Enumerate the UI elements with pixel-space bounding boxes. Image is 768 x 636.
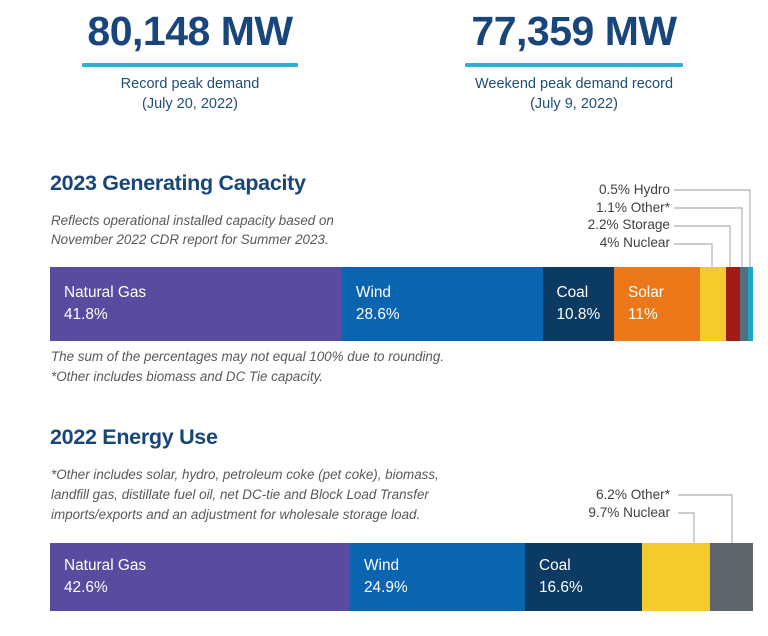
segment-label-group: Wind 24.9% bbox=[350, 555, 525, 599]
energy-segment-wind[interactable]: Wind 24.9% bbox=[350, 543, 525, 611]
segment-percent: 24.9% bbox=[364, 579, 408, 596]
capacity-segment-wind[interactable]: Wind 28.6% bbox=[341, 267, 543, 341]
stat-label-line1: Record peak demand bbox=[120, 76, 260, 93]
segment-percent: 42.6% bbox=[64, 579, 108, 596]
energy-segment-other[interactable]: Other* 6.2% bbox=[710, 543, 753, 611]
segment-label-group: Wind 28.6% bbox=[342, 282, 543, 326]
energy-segment-natural-gas[interactable]: Natural Gas 42.6% bbox=[50, 543, 350, 611]
energy-segment-coal[interactable]: Coal 16.6% bbox=[525, 543, 642, 611]
stat-record-peak-demand: 80,148 MW Record peak demand (July 20, 2… bbox=[0, 0, 380, 130]
segment-percent: 16.6% bbox=[539, 579, 583, 596]
energy-segment-nuclear[interactable]: Nuclear 9.7% bbox=[642, 543, 710, 611]
capacity-footnote-line1: The sum of the percentages may not equal… bbox=[51, 349, 445, 364]
segment-name: Wind bbox=[355, 284, 391, 302]
stat-label-line2: (July 9, 2022) bbox=[530, 96, 618, 113]
segment-name: Wind bbox=[364, 557, 400, 575]
energy-stacked-bar: Natural Gas 42.6% Wind 24.9% Coal 16.6% … bbox=[50, 543, 753, 611]
segment-label-group: Natural Gas 42.6% bbox=[50, 555, 350, 599]
energy-section-title: 2022 Energy Use bbox=[50, 425, 218, 449]
stat-label-line1: Weekend peak demand record bbox=[474, 76, 674, 93]
stat-accent-rule bbox=[465, 63, 683, 68]
segment-name: Coal bbox=[556, 284, 589, 302]
segment-name: Natural Gas bbox=[64, 557, 147, 575]
capacity-segment-other[interactable]: Other* 1.1% bbox=[740, 267, 749, 341]
stat-weekend-peak-demand: 77,359 MW Weekend peak demand record (Ju… bbox=[380, 0, 768, 130]
segment-percent: 11% bbox=[627, 306, 658, 323]
energy-leader-lines bbox=[676, 490, 768, 546]
segment-name: Coal bbox=[539, 557, 571, 575]
segment-name: Natural Gas bbox=[64, 284, 147, 302]
capacity-callout-nuclear: 4% Nuclear bbox=[599, 235, 670, 251]
capacity-section-note-line2: November 2022 CDR report for Summer 2023… bbox=[51, 232, 329, 247]
energy-callout-labels: 6.2% Other* 9.7% Nuclear bbox=[400, 486, 670, 521]
energy-section-note-line1: *Other includes solar, hydro, petroleum … bbox=[51, 467, 439, 482]
capacity-callout-storage: 2.2% Storage bbox=[587, 217, 670, 233]
capacity-callout-other: 1.1% Other* bbox=[595, 199, 670, 215]
capacity-segment-natural-gas[interactable]: Natural Gas 41.8% bbox=[50, 267, 342, 341]
segment-percent: 41.8% bbox=[64, 306, 108, 323]
headline-stats: 80,148 MW Record peak demand (July 20, 2… bbox=[0, 0, 768, 130]
capacity-callout-hydro: 0.5% Hydro bbox=[598, 182, 670, 197]
segment-label-group: Coal 16.6% bbox=[525, 555, 642, 599]
capacity-footnote-line2: *Other includes biomass and DC Tie capac… bbox=[51, 369, 324, 384]
segment-percent: 28.6% bbox=[355, 306, 400, 323]
capacity-segment-storage[interactable]: Storage 2.2% bbox=[726, 267, 741, 341]
energy-callout-other: 6.2% Other* bbox=[595, 487, 670, 502]
stat-value: 77,359 MW bbox=[471, 8, 677, 54]
energy-callout-nuclear: 9.7% Nuclear bbox=[588, 504, 670, 520]
stat-value: 80,148 MW bbox=[87, 8, 293, 54]
segment-name: Solar bbox=[627, 284, 664, 302]
energy-section-note-line2: landfill gas, distillate fuel oil, net D… bbox=[51, 487, 429, 502]
segment-label-group: Coal 10.8% bbox=[543, 282, 614, 326]
energy-section-note-line3: imports/exports and an adjustment for wh… bbox=[51, 507, 421, 522]
segment-label-group: Solar 11% bbox=[614, 282, 700, 326]
segment-percent: 10.8% bbox=[556, 306, 601, 323]
capacity-segment-coal[interactable]: Coal 10.8% bbox=[542, 267, 614, 341]
capacity-callout-labels: 0.5% Hydro 1.1% Other* 2.2% Storage 4% N… bbox=[400, 181, 670, 252]
stat-label-line2: (July 20, 2022) bbox=[142, 96, 238, 113]
capacity-segment-nuclear[interactable]: Nuclear 4% bbox=[700, 267, 727, 341]
capacity-section-note-line1: Reflects operational installed capacity … bbox=[51, 213, 334, 228]
capacity-segment-hydro[interactable]: Hydro 0.5% bbox=[748, 267, 753, 341]
segment-label-group: Natural Gas 41.8% bbox=[50, 282, 342, 326]
capacity-section-title: 2023 Generating Capacity bbox=[50, 171, 306, 195]
capacity-leader-lines bbox=[672, 185, 768, 269]
capacity-segment-solar[interactable]: Solar 11% bbox=[613, 267, 701, 341]
stat-accent-rule bbox=[82, 63, 298, 68]
capacity-stacked-bar: Natural Gas 41.8% Wind 28.6% Coal 10.8% … bbox=[50, 267, 753, 341]
